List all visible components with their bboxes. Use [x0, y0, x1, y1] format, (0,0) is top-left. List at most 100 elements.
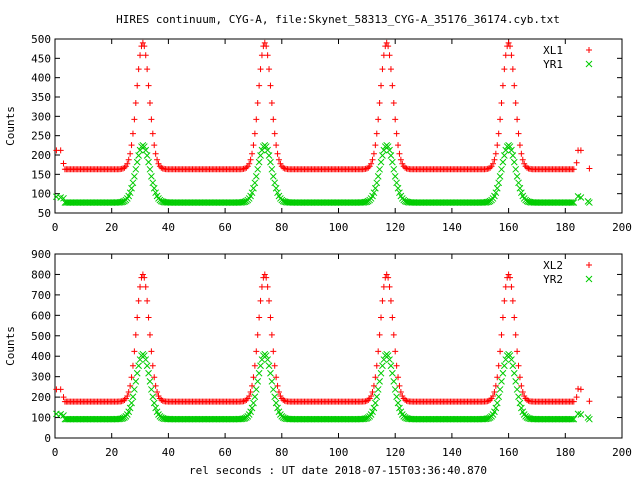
data-point	[257, 66, 264, 73]
data-point	[250, 184, 257, 192]
data-point	[516, 374, 523, 381]
data-point	[502, 52, 509, 59]
data-point	[149, 393, 157, 401]
data-point	[518, 404, 525, 412]
data-point	[490, 393, 497, 400]
legend-label: XL2	[543, 259, 563, 272]
data-point	[498, 100, 505, 107]
series-XL1	[53, 39, 593, 173]
x-tick-label: 140	[442, 221, 462, 234]
data-point	[385, 274, 392, 281]
data-point	[515, 362, 522, 369]
data-point	[389, 158, 396, 166]
data-point	[248, 189, 256, 197]
data-point	[129, 179, 137, 187]
data-point	[140, 143, 148, 150]
legend-marker	[586, 47, 592, 53]
data-point	[502, 146, 510, 154]
data-point	[148, 173, 155, 180]
data-point	[387, 152, 395, 159]
x-tick-label: 0	[52, 221, 59, 234]
data-point	[515, 393, 522, 401]
data-point	[266, 297, 273, 304]
data-point	[492, 189, 500, 197]
data-point	[268, 331, 275, 338]
data-point	[271, 362, 278, 369]
data-point	[145, 158, 152, 166]
data-point	[57, 386, 64, 393]
x-tick-label: 100	[329, 446, 349, 459]
data-point	[377, 369, 385, 377]
data-point	[142, 356, 150, 363]
data-point	[129, 393, 137, 401]
data-point	[57, 147, 64, 154]
data-point	[372, 399, 379, 407]
data-point	[145, 369, 152, 377]
data-point	[252, 386, 260, 393]
data-point	[496, 386, 504, 393]
y-tick-label: 100	[31, 188, 51, 201]
data-point	[146, 378, 154, 385]
data-point	[150, 184, 158, 192]
data-point	[247, 408, 254, 416]
data-point	[500, 362, 508, 370]
data-point	[131, 348, 138, 355]
data-point	[373, 362, 380, 369]
data-point	[379, 66, 386, 73]
data-point	[125, 388, 132, 395]
data-point	[370, 382, 377, 389]
y-tick-label: 200	[31, 391, 51, 404]
data-point	[386, 52, 393, 59]
data-point	[144, 297, 151, 304]
data-point	[386, 283, 393, 290]
data-point	[521, 393, 528, 400]
data-point	[586, 415, 593, 423]
data-point	[158, 396, 165, 403]
data-point	[524, 164, 531, 171]
data-point	[384, 352, 392, 359]
data-point	[518, 150, 525, 157]
data-point	[121, 396, 128, 403]
data-point	[375, 348, 382, 355]
data-point	[508, 283, 515, 290]
data-point	[379, 362, 386, 370]
data-point	[128, 399, 135, 407]
data-point	[152, 189, 159, 197]
data-point	[274, 404, 281, 412]
data-point	[261, 39, 268, 46]
data-point	[135, 297, 142, 304]
x-tick-label: 80	[275, 446, 288, 459]
x-tick-label: 200	[612, 446, 632, 459]
data-point	[136, 146, 144, 154]
data-point	[505, 271, 512, 278]
data-point	[264, 52, 271, 59]
data-point	[510, 158, 518, 166]
data-point	[53, 193, 60, 201]
data-point	[126, 404, 134, 412]
data-point	[509, 66, 516, 73]
y-tick-label: 100	[31, 412, 51, 425]
data-point	[505, 39, 512, 46]
data-point	[397, 388, 404, 395]
data-point	[512, 378, 520, 385]
data-point	[250, 374, 257, 381]
data-point	[135, 362, 142, 370]
data-point	[255, 158, 263, 166]
data-point	[372, 374, 379, 381]
data-point	[151, 142, 158, 149]
data-point	[384, 143, 392, 150]
data-point	[378, 314, 385, 321]
data-point	[274, 382, 281, 389]
data-point	[514, 116, 521, 123]
data-point	[497, 348, 504, 355]
data-point	[392, 116, 399, 123]
data-point	[275, 388, 282, 395]
y-tick-label: 350	[31, 91, 51, 104]
data-point	[495, 179, 503, 187]
data-point	[509, 297, 516, 304]
data-point	[494, 142, 501, 149]
data-point	[378, 82, 385, 89]
y-tick-label: 900	[31, 248, 51, 261]
data-point	[499, 369, 507, 377]
data-point	[393, 179, 400, 187]
